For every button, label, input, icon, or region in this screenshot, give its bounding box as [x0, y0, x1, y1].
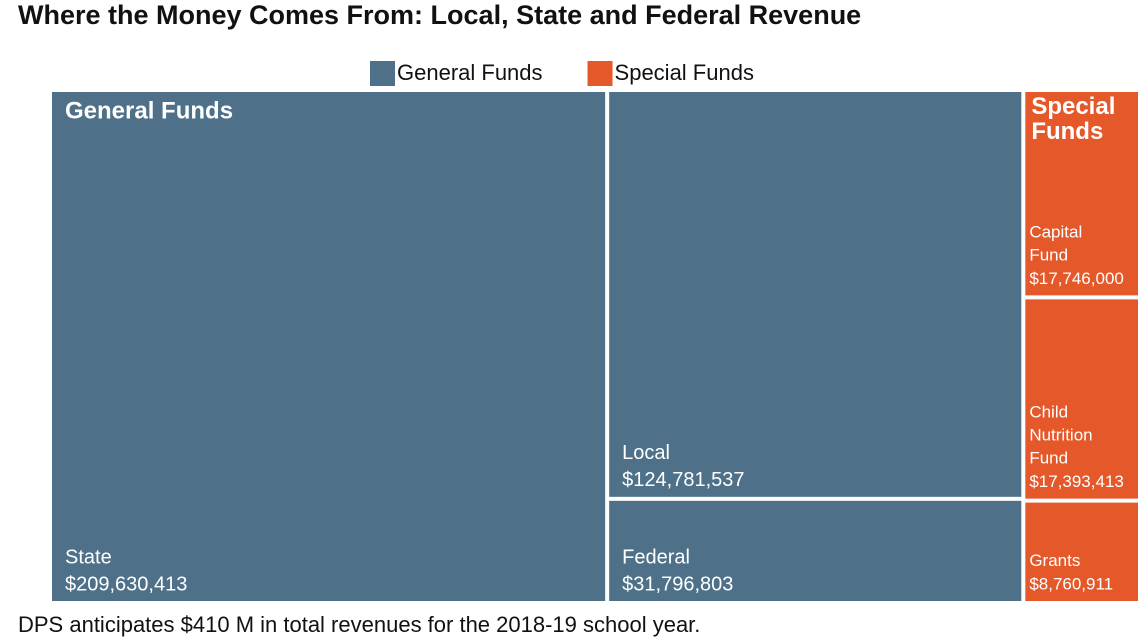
category-label: Local: [622, 442, 670, 464]
value-label: $31,796,803: [622, 573, 733, 595]
treemap-cell: [1025, 92, 1138, 296]
category-label: Federal: [622, 546, 690, 568]
chart-note: DPS anticipates $410 M in total revenues…: [18, 612, 700, 637]
value-label: $209,630,413: [65, 573, 187, 595]
treemap-cell: [1025, 502, 1138, 601]
treemap-cell: [1025, 299, 1138, 499]
group-label: Special Funds: [1031, 93, 1115, 145]
category-label: Grants: [1029, 551, 1080, 570]
treemap-cell: [52, 92, 606, 601]
legend-label: Special Funds: [615, 60, 754, 85]
legend-swatch: [587, 61, 613, 86]
category-label: Capital Fund: [1029, 223, 1082, 265]
legend-swatch: [370, 61, 395, 86]
group-label: General Funds: [65, 97, 233, 124]
treemap-cell: [609, 92, 1022, 497]
value-label: $17,393,413: [1029, 472, 1124, 491]
legend-label: General Funds: [397, 60, 543, 85]
value-label: $8,760,911: [1029, 574, 1113, 593]
category-label: Child Nutrition Fund: [1029, 403, 1092, 468]
chart-title: Where the Money Comes From: Local, State…: [18, 0, 861, 30]
category-label: State: [65, 546, 112, 568]
value-label: $17,746,000: [1029, 269, 1124, 288]
value-label: $124,781,537: [622, 469, 744, 491]
treemap-cell: [609, 500, 1022, 601]
